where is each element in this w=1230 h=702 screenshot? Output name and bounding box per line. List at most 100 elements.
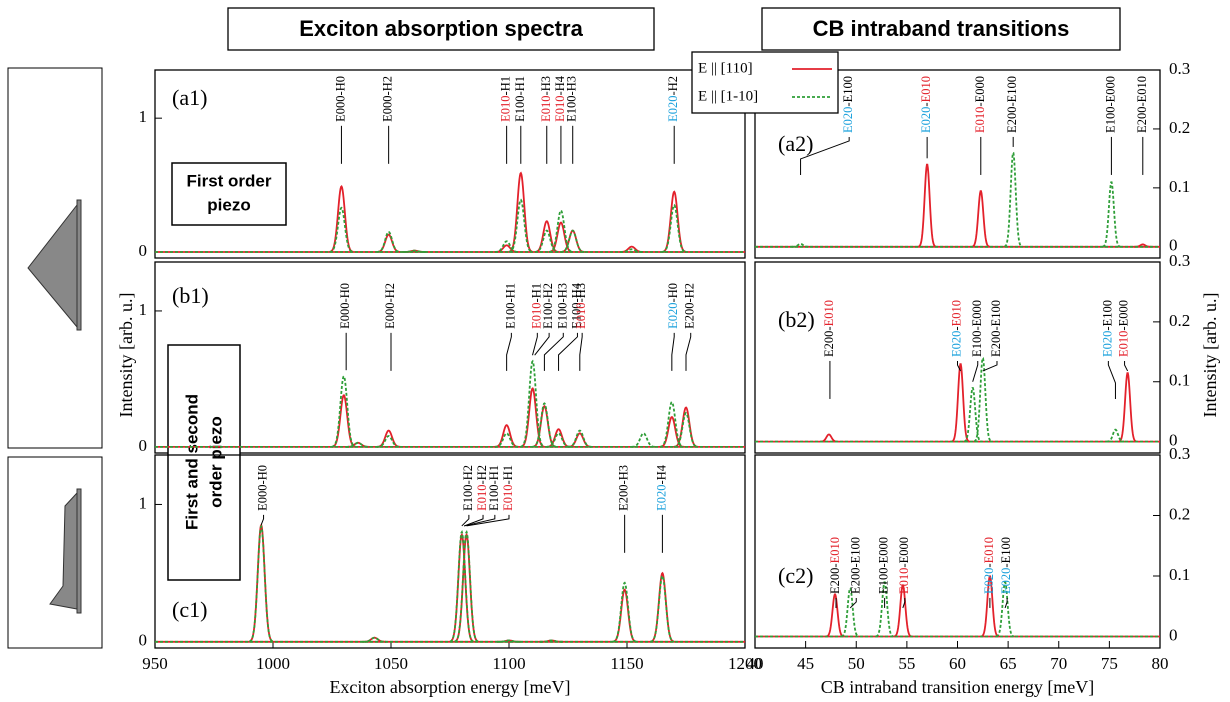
- peak-label-leader: [671, 332, 675, 371]
- spectrum-peak: [346, 441, 370, 448]
- spectrum-peak: [963, 387, 982, 443]
- peak-label: E020-H2: [666, 76, 680, 122]
- spectrum-peak: [650, 574, 675, 643]
- peak-label: E100-H3: [565, 76, 579, 122]
- peak-label-leader: [685, 332, 692, 371]
- peak-label-part: E020: [654, 484, 668, 510]
- y-tick-label: 0: [1169, 431, 1178, 450]
- peak-label-part: E010: [574, 302, 588, 328]
- panel-label: (b1): [172, 283, 209, 308]
- y-tick-label: 0.1: [1169, 371, 1190, 390]
- peak-label: E000-H0: [255, 465, 269, 511]
- spectrum-peak: [249, 522, 274, 643]
- peak-label-part: E200-: [828, 563, 842, 594]
- spectrum-peak: [449, 529, 474, 643]
- y-tick-label: 0.1: [1169, 177, 1190, 196]
- peak-label-part: E020: [982, 568, 996, 594]
- panel-label: (a1): [172, 85, 207, 110]
- spectrum-peak: [612, 581, 637, 643]
- peak-label: E100-H1: [503, 283, 517, 329]
- peak-label: E020-E010: [919, 76, 933, 133]
- spectrum-peak: [826, 593, 844, 638]
- y-tick-label: 1: [139, 493, 148, 512]
- peak-label-part: E200-E100: [1005, 76, 1019, 133]
- peak-label-leader: [1004, 597, 1008, 609]
- peak-label-part: E020: [666, 95, 680, 121]
- spectrum-peak: [996, 581, 1015, 638]
- peak-label: E100-H4: [569, 282, 583, 329]
- y-tick-label: 0: [1169, 625, 1178, 644]
- peak-label: E010-H3: [574, 283, 588, 329]
- panel-label: (a2): [778, 131, 813, 156]
- spectrum-peak: [662, 203, 686, 253]
- y-axis-label: Intensity [arb. u.]: [1200, 293, 1220, 418]
- y-tick-label: 0.3: [1169, 444, 1190, 463]
- spectrum-peak: [546, 428, 571, 448]
- peak-label: E200-E010: [828, 537, 842, 594]
- wetting-layer-icon: [76, 488, 82, 614]
- peak-label-part: E100-H3: [555, 283, 569, 329]
- peak-label-part: E000-H0: [338, 283, 352, 329]
- peak-label-leader: [849, 597, 857, 609]
- peak-label: E020-E100: [999, 537, 1013, 594]
- spectrum-peak: [673, 406, 698, 448]
- peak-label-part: -H3: [539, 76, 553, 95]
- peak-label-part: -E000: [973, 76, 987, 107]
- peak-label: E010-H1: [529, 283, 543, 329]
- y-tick-label: 0: [139, 241, 148, 260]
- x-tick-label: 40: [747, 654, 764, 673]
- peak-label-part: -H1: [501, 465, 515, 484]
- spectrum-peak: [1118, 372, 1137, 443]
- spectrum-peak: [362, 636, 387, 643]
- y-tick-label: 0: [139, 631, 148, 650]
- peak-label-part: -H4: [654, 464, 668, 484]
- peak-label-part: E100-H2: [541, 283, 555, 329]
- spectrum-peak: [1106, 428, 1125, 443]
- spectrum-peak: [454, 529, 479, 643]
- peak-label: E010-H2: [475, 465, 489, 511]
- spectrum-peak: [534, 229, 559, 253]
- peak-label-part: E100-H4: [569, 282, 583, 329]
- spectrum-peak: [973, 357, 992, 443]
- y-tick-label: 0.3: [1169, 59, 1190, 78]
- peak-label-part: -: [919, 102, 933, 106]
- y-tick-label: 0.1: [1169, 565, 1190, 584]
- peak-label-part: E000-H2: [383, 283, 397, 329]
- peak-label-part: E010: [501, 484, 515, 510]
- peak-label-part: -H1: [499, 76, 513, 95]
- x-tick-label: 65: [1000, 654, 1017, 673]
- panel-frame: [754, 261, 1161, 454]
- peak-label-part: E200-H2: [683, 283, 697, 329]
- panel-frame: [154, 69, 746, 259]
- peak-label: E010-E000: [897, 537, 911, 594]
- peak-label-leader: [260, 514, 265, 526]
- peak-label-part: -: [949, 326, 963, 330]
- peak-label-part: -: [982, 563, 996, 567]
- spectrum-peak: [841, 587, 860, 638]
- spectrum-peak: [249, 524, 274, 643]
- peak-label: E010-H3: [539, 76, 553, 122]
- peak-label: E100-H1: [487, 465, 501, 511]
- peak-label: E000-H2: [383, 283, 397, 329]
- spectrum-peak: [331, 393, 356, 448]
- spectrum-peak: [674, 411, 698, 448]
- peak-label: E100-E000: [876, 537, 890, 594]
- peak-label-part: -H2: [475, 465, 489, 484]
- peak-label-leader: [543, 332, 564, 371]
- peak-label-part: E010: [949, 300, 963, 326]
- y-tick-label: 0.2: [1169, 311, 1190, 330]
- legend-box: [691, 51, 839, 114]
- peak-label: E100-H2: [461, 465, 475, 511]
- peak-label-part: E200-E100: [848, 537, 862, 594]
- peak-label-part: -E000: [897, 537, 911, 568]
- peak-label-part: E010: [822, 300, 836, 326]
- peak-label-part: -E000: [1116, 300, 1130, 331]
- panel-label: (c1): [172, 597, 207, 622]
- peak-label: E020-H0: [666, 283, 680, 329]
- x-tick-label: 1050: [374, 654, 408, 673]
- x-tick-label: 55: [898, 654, 915, 673]
- peak-label-leader: [506, 332, 512, 371]
- peak-label-leader: [579, 332, 583, 371]
- peak-label-part: -H1: [529, 283, 543, 302]
- peak-label-part: E020: [949, 331, 963, 357]
